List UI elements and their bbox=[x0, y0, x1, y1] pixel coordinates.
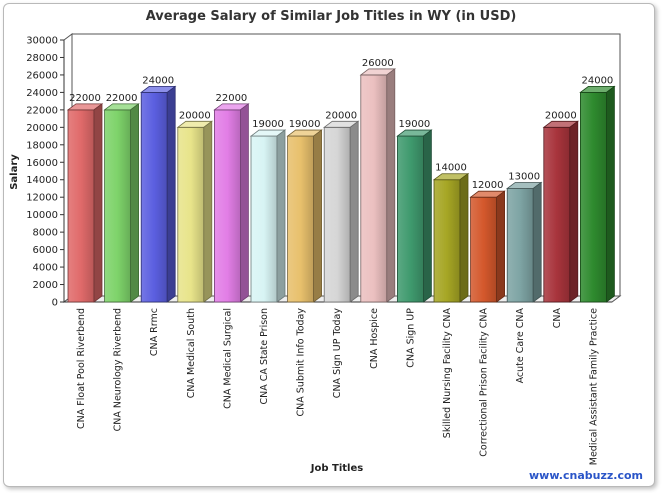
bar bbox=[396, 135, 424, 303]
bar bbox=[287, 135, 315, 303]
x-tick-label: CNA Medical South bbox=[186, 308, 197, 398]
data-label: 20000 bbox=[545, 110, 577, 121]
y-tick-label: 2000 bbox=[33, 280, 58, 291]
y-tick-label: 18000 bbox=[26, 140, 58, 151]
bar-side bbox=[459, 172, 469, 303]
data-label: 14000 bbox=[435, 163, 467, 174]
bar-group bbox=[579, 85, 616, 303]
bar bbox=[543, 126, 571, 303]
bar-side bbox=[203, 120, 213, 303]
data-label: 22000 bbox=[106, 93, 138, 104]
data-label: 13000 bbox=[508, 171, 540, 182]
bar-side bbox=[239, 103, 249, 303]
bar-group bbox=[249, 129, 287, 303]
x-tick-label: Correctional Prison Facility CNA bbox=[479, 308, 490, 457]
data-label: 19000 bbox=[289, 119, 321, 130]
bar-side bbox=[349, 120, 359, 303]
x-tick-label: CNA Float Pool Riverbend bbox=[76, 308, 87, 429]
x-tick-label: CNA Submit Info Today bbox=[296, 308, 307, 417]
bar-group bbox=[506, 181, 543, 303]
data-label: 24000 bbox=[581, 75, 613, 86]
x-tick-label: Medical Assistant Family Practice bbox=[588, 308, 599, 465]
bar bbox=[140, 92, 168, 303]
bar-side bbox=[386, 68, 396, 303]
bar bbox=[433, 179, 461, 303]
y-tick-label: 8000 bbox=[33, 228, 58, 239]
bar-group bbox=[323, 120, 360, 303]
bar bbox=[67, 109, 95, 303]
bar-group bbox=[139, 85, 177, 303]
bar-side bbox=[569, 120, 579, 303]
data-label: 22000 bbox=[69, 93, 101, 104]
y-tick-label: 14000 bbox=[26, 175, 58, 186]
y-tick-label: 6000 bbox=[33, 245, 58, 256]
y-tick-label: 20000 bbox=[26, 123, 58, 134]
bar bbox=[360, 74, 388, 303]
bar-side bbox=[276, 129, 286, 303]
bar-group bbox=[176, 120, 214, 303]
data-label: 19000 bbox=[252, 119, 284, 130]
bar-group bbox=[469, 190, 506, 303]
bar-side bbox=[130, 103, 140, 303]
bar-group bbox=[286, 129, 323, 303]
data-label: 22000 bbox=[215, 93, 247, 104]
bar bbox=[506, 188, 534, 303]
x-tick-label: CNA CA State Prison bbox=[259, 308, 270, 404]
bar bbox=[250, 135, 278, 303]
y-axis-title: Salary bbox=[9, 154, 20, 190]
y-tick-label: 0 bbox=[52, 298, 58, 309]
y-tick-label: 10000 bbox=[26, 210, 58, 221]
chart-title: Average Salary of Similar Job Titles in … bbox=[146, 9, 517, 24]
data-label: 12000 bbox=[472, 180, 504, 191]
bar-side bbox=[313, 129, 323, 303]
bar-side bbox=[496, 190, 506, 303]
bar-group bbox=[396, 129, 433, 303]
bar bbox=[323, 126, 351, 303]
x-tick-label: Skilled Nursing Facility CNA bbox=[442, 308, 453, 439]
data-label: 20000 bbox=[325, 110, 357, 121]
bar-side bbox=[93, 103, 103, 303]
bar-group bbox=[213, 103, 250, 303]
data-label: 19000 bbox=[398, 119, 430, 130]
x-tick-label: CNA Sign UP bbox=[405, 308, 416, 368]
bar-group bbox=[542, 120, 579, 303]
y-tick-label: 28000 bbox=[26, 53, 58, 64]
y-tick-label: 30000 bbox=[26, 36, 58, 47]
bar-side bbox=[606, 85, 615, 303]
site-watermark: www.cnabuzz.com bbox=[529, 469, 643, 482]
data-label: 26000 bbox=[362, 58, 394, 69]
x-tick-label: CNA Rrmc bbox=[149, 308, 160, 356]
x-tick-label: CNA Sign UP Today bbox=[332, 308, 343, 399]
bar bbox=[177, 126, 205, 303]
data-label: 24000 bbox=[142, 75, 174, 86]
data-label: 20000 bbox=[179, 110, 211, 121]
x-tick-label: CNA Neurology Riverbend bbox=[113, 308, 124, 431]
y-tick-label: 26000 bbox=[26, 70, 58, 81]
x-tick-label: Acute Care CNA bbox=[515, 308, 526, 384]
x-tick-label: CNA Medical Surgical bbox=[222, 308, 233, 409]
bar-side bbox=[422, 129, 432, 303]
bar bbox=[213, 109, 241, 303]
bar-side bbox=[166, 85, 176, 303]
y-tick-label: 4000 bbox=[33, 263, 58, 274]
y-tick-label: 22000 bbox=[26, 105, 58, 116]
y-tick-label: 16000 bbox=[26, 158, 58, 169]
x-axis-title: Job Titles bbox=[310, 463, 363, 474]
bar-group bbox=[432, 172, 470, 303]
bar-group bbox=[359, 68, 396, 303]
bar-group bbox=[103, 103, 140, 303]
bar bbox=[470, 196, 498, 303]
y-tick-label: 24000 bbox=[26, 88, 58, 99]
bar bbox=[104, 109, 131, 303]
x-tick-label: CNA Hospice bbox=[369, 308, 380, 369]
bar-group bbox=[66, 103, 104, 303]
x-tick-label: CNA bbox=[552, 308, 563, 329]
bar bbox=[580, 92, 607, 303]
y-tick-label: 12000 bbox=[26, 193, 58, 204]
bar-side bbox=[532, 181, 542, 303]
